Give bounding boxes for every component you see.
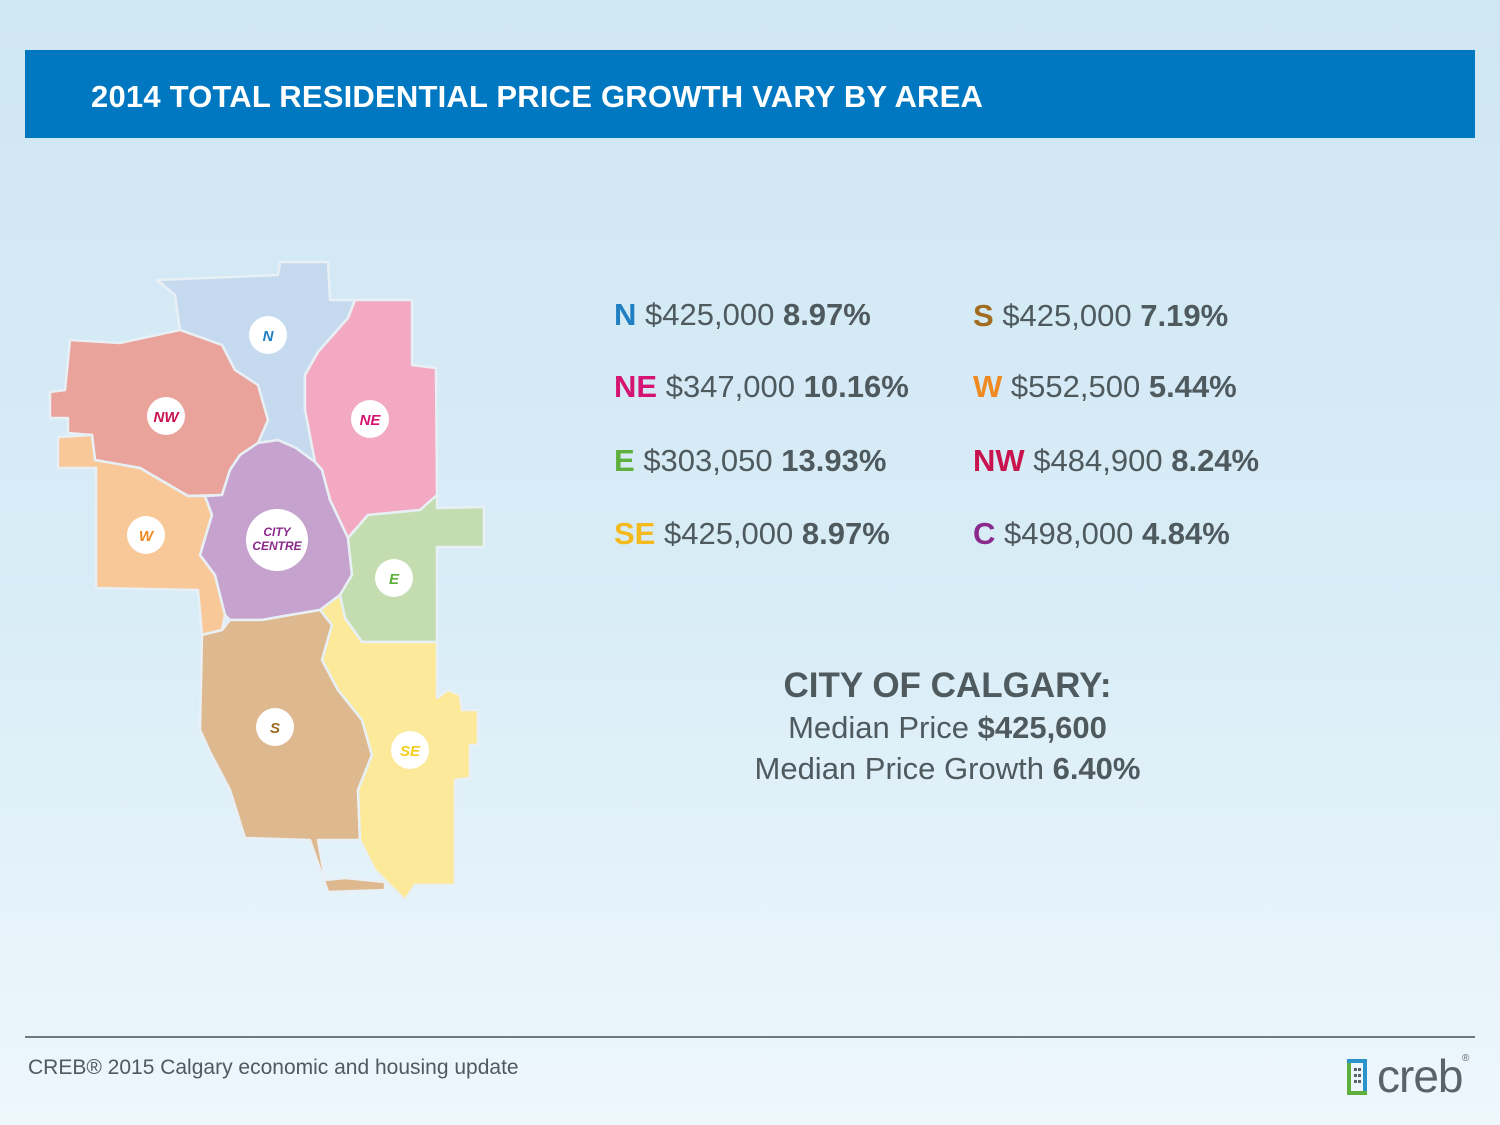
svg-text:CITY: CITY (263, 525, 291, 539)
stat-e: E $303,050 13.93% (614, 443, 886, 479)
stat-growth: 10.16% (803, 369, 909, 404)
calgary-area-map: N NW NE W CITY CENTRE E S SE (40, 255, 500, 910)
median-growth-label: Median Price Growth (754, 751, 1044, 786)
stat-price: $425,000 (663, 516, 794, 551)
badge-ne: NE (351, 400, 389, 438)
stat-price: $552,500 (1010, 369, 1141, 404)
median-growth-value: 6.40% (1052, 751, 1141, 786)
stat-code: NE (614, 369, 658, 404)
svg-text:SE: SE (400, 743, 421, 760)
svg-text:NE: NE (360, 412, 382, 429)
badge-w: W (127, 516, 165, 554)
median-price-line: Median Price $425,600 (700, 707, 1195, 748)
footer-divider (25, 1036, 1475, 1038)
svg-text:E: E (389, 571, 400, 588)
stat-c: C $498,000 4.84% (973, 516, 1230, 552)
stat-growth: 7.19% (1140, 298, 1229, 333)
stat-price: $303,050 (643, 443, 773, 478)
svg-text:N: N (263, 328, 275, 345)
stat-price: $498,000 (1004, 516, 1134, 551)
badge-se: SE (391, 731, 429, 769)
stat-growth: 8.24% (1171, 443, 1260, 478)
badge-city-centre: CITY CENTRE (246, 509, 308, 571)
stat-code: S (973, 298, 994, 333)
stat-n: N $425,000 8.97% (614, 297, 871, 333)
stat-ne: NE $347,000 10.16% (614, 369, 909, 405)
stat-code: N (614, 297, 637, 332)
summary-heading: CITY OF CALGARY: (783, 666, 1112, 705)
map-svg: N NW NE W CITY CENTRE E S SE (48, 260, 486, 902)
svg-text:S: S (270, 720, 280, 737)
creb-logo: creb ® (1345, 1050, 1475, 1102)
svg-text:CENTRE: CENTRE (252, 539, 302, 553)
badge-s: S (256, 708, 294, 746)
badge-n: N (249, 316, 287, 354)
stat-price: $425,000 (1002, 298, 1132, 333)
city-summary: CITY OF CALGARY: Median Price $425,600 M… (700, 665, 1195, 789)
stat-price: $347,000 (665, 369, 796, 404)
badge-e: E (375, 559, 413, 597)
building-icon (1347, 1059, 1367, 1095)
stat-growth: 8.97% (801, 516, 890, 551)
median-price-label: Median Price (788, 710, 969, 745)
stat-growth: 5.44% (1148, 369, 1237, 404)
stat-price: $484,900 (1033, 443, 1163, 478)
median-growth-line: Median Price Growth 6.40% (700, 748, 1195, 789)
stat-code: C (973, 516, 996, 551)
median-price-value: $425,600 (977, 710, 1107, 745)
stat-se: SE $425,000 8.97% (614, 516, 890, 552)
page-title: 2014 TOTAL RESIDENTIAL PRICE GROWTH VARY… (91, 79, 984, 114)
stat-code: E (614, 443, 635, 478)
region-e (338, 493, 486, 644)
svg-text:NW: NW (154, 409, 181, 426)
logo-registered-mark: ® (1462, 1053, 1470, 1064)
logo-wordmark: creb (1377, 1050, 1463, 1102)
stat-growth: 4.84% (1141, 516, 1230, 551)
stat-nw: NW $484,900 8.24% (973, 443, 1259, 479)
stat-price: $425,000 (645, 297, 775, 332)
footer-caption: CREB® 2015 Calgary economic and housing … (28, 1056, 519, 1079)
stat-s: S $425,000 7.19% (973, 298, 1228, 334)
stat-code: NW (973, 443, 1025, 478)
svg-text:W: W (139, 528, 155, 545)
stat-growth: 8.97% (782, 297, 871, 332)
stat-w: W $552,500 5.44% (973, 369, 1237, 405)
title-banner: 2014 TOTAL RESIDENTIAL PRICE GROWTH VARY… (25, 50, 1475, 138)
stat-code: W (973, 369, 1003, 404)
badge-nw: NW (147, 397, 185, 435)
stat-growth: 13.93% (781, 443, 887, 478)
stat-code: SE (614, 516, 656, 551)
